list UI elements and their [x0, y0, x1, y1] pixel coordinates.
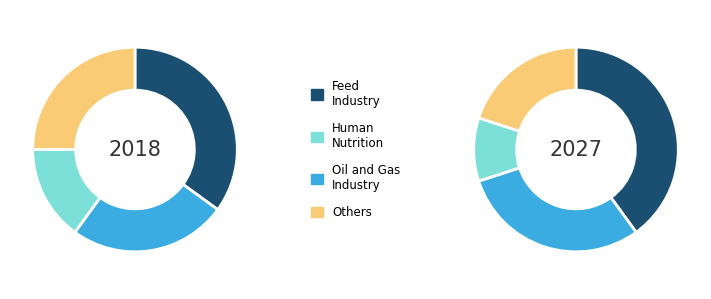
Wedge shape	[33, 47, 135, 150]
Wedge shape	[474, 118, 520, 181]
Legend: Feed
Industry, Human
Nutrition, Oil and Gas
Industry, Others: Feed Industry, Human Nutrition, Oil and …	[305, 74, 406, 225]
Wedge shape	[479, 168, 636, 252]
Wedge shape	[75, 184, 218, 252]
Text: 2018: 2018	[109, 140, 161, 159]
Wedge shape	[576, 47, 678, 232]
Wedge shape	[33, 150, 100, 232]
Wedge shape	[135, 47, 237, 210]
Text: 2027: 2027	[550, 140, 602, 159]
Wedge shape	[479, 47, 576, 131]
